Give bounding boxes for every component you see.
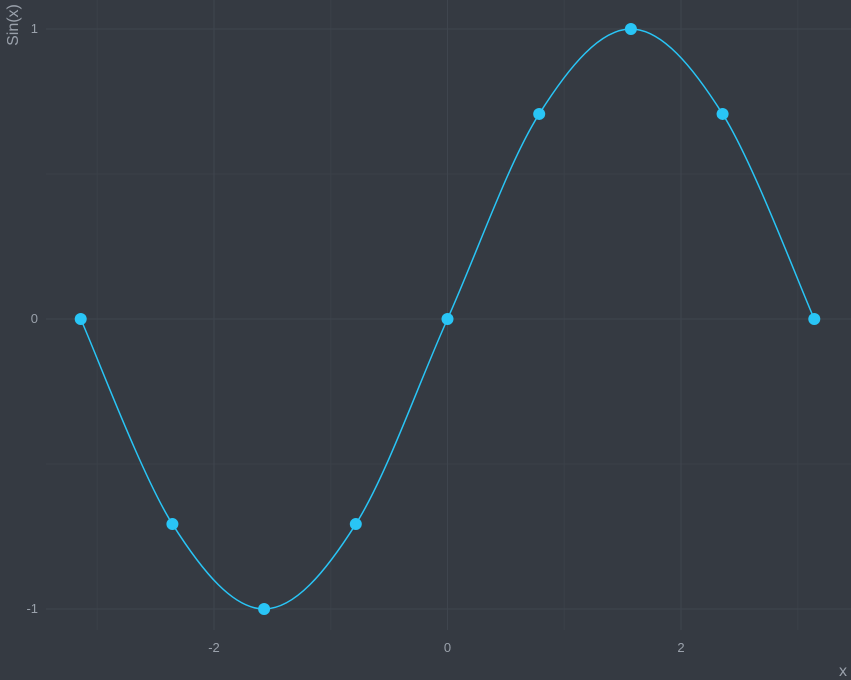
x-tick-label: -2: [208, 640, 220, 655]
data-point[interactable]: [166, 518, 179, 531]
data-point[interactable]: [74, 313, 87, 325]
x-tick-label: 0: [444, 640, 451, 655]
data-point[interactable]: [808, 313, 821, 325]
data-point[interactable]: [533, 107, 546, 120]
y-tick-label: 1: [31, 21, 38, 36]
series-layer: [74, 23, 821, 615]
axes: -2 0 2 -1 0 1: [26, 21, 684, 655]
data-point[interactable]: [441, 313, 454, 325]
y-tick-label: -1: [26, 601, 38, 616]
data-point[interactable]: [349, 518, 362, 531]
y-axis-title: Sin(x): [5, 4, 22, 46]
y-tick-label: 0: [31, 311, 38, 326]
data-point[interactable]: [624, 23, 637, 35]
data-point[interactable]: [258, 603, 271, 615]
data-point[interactable]: [716, 107, 729, 120]
x-tick-label: 2: [677, 640, 684, 655]
grid: [46, 0, 851, 630]
x-axis-title: x: [839, 663, 847, 680]
